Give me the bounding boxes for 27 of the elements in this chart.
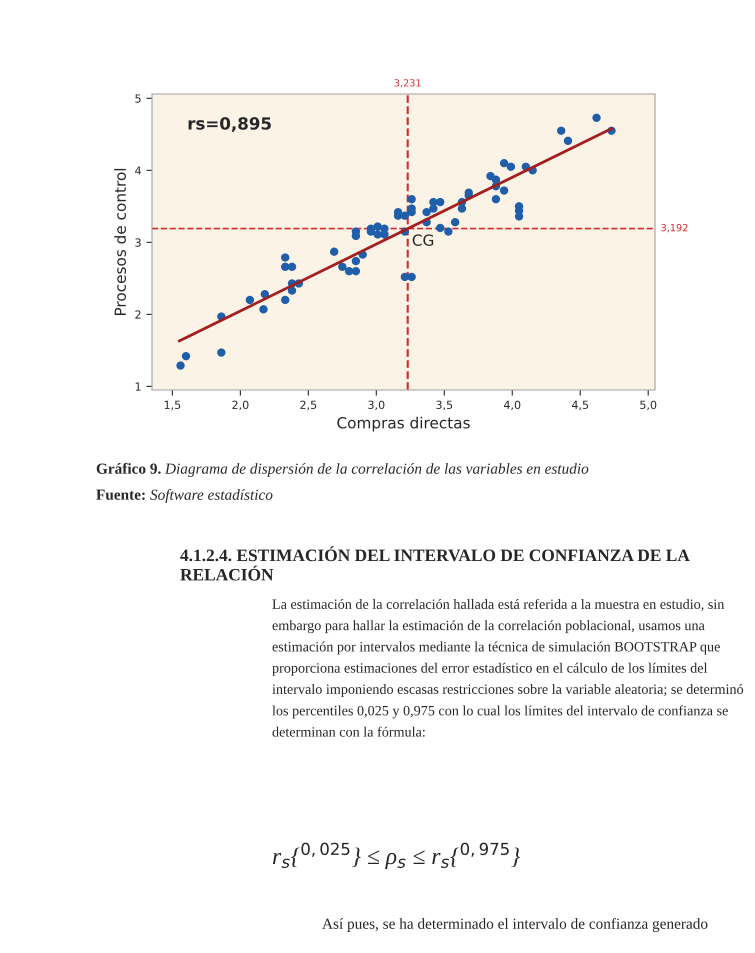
x-tick-label: 2,5 bbox=[300, 400, 316, 410]
ref-line-label: 3,192 bbox=[661, 224, 688, 232]
text: Así pues, se ha determinado el intervalo de confianza generado bbox=[322, 918, 708, 932]
x-tick-label: 5,0 bbox=[640, 400, 656, 410]
text: 4.1.2.4. ESTIMACIÓN DEL INTERVALO DE CONFIANZA DE LA RELACIÓN bbox=[180, 546, 690, 581]
x-tick-label: 4,5 bbox=[572, 400, 588, 410]
x-axis-title: Compras directas bbox=[337, 416, 470, 432]
text: Software estadístico bbox=[150, 488, 272, 504]
x-tick-label: 3,5 bbox=[436, 400, 452, 410]
y-tick-label: 4 bbox=[135, 166, 141, 175]
ref-line-label: 3,231 bbox=[394, 79, 421, 88]
text: Gráfico 9. bbox=[96, 462, 161, 474]
source-note: Fuente: bbox=[96, 490, 145, 500]
x-tick-label: 1,5 bbox=[164, 400, 180, 410]
annotation: rs=0,895 bbox=[188, 117, 271, 132]
y-tick-label: 1 bbox=[136, 382, 141, 391]
x-tick-label: 3,0 bbox=[368, 400, 384, 410]
y-axis-title: Procesos de control bbox=[114, 168, 126, 316]
annotation: CG bbox=[412, 234, 434, 246]
text: Diagrama de dispersión de la correlación de las variables en estudio bbox=[164, 463, 588, 477]
text: La estimación de la correlación hallada está referida a la muestra en estudio, sin embargo para hallar la estimación de la correlación poblacional, usamos una estimación por intervalos mediante la técnica de simulación BOOTSTRAP que proporciona estimaciones del error estadístico en el cálculo de los límites del intervalo imponiendo escasas restricciones sobre la variable aleatoria; se determinó los percentiles 0,025 y 0,975 con lo cual los límites del intervalo de confianza se determinan con la fórmula: bbox=[272, 598, 744, 737]
y-tick-label: 5 bbox=[135, 94, 141, 103]
x-tick-label: 2,0 bbox=[232, 400, 248, 410]
text: r$_{s}${$^{0,025}$} ≤ ρ$_{s}$ ≤ r$_{s}${$^{0,975}$} bbox=[272, 842, 520, 869]
x-tick-label: 4,0 bbox=[504, 400, 520, 410]
y-tick-label: 2 bbox=[135, 310, 140, 319]
y-tick-label: 3 bbox=[135, 238, 141, 247]
